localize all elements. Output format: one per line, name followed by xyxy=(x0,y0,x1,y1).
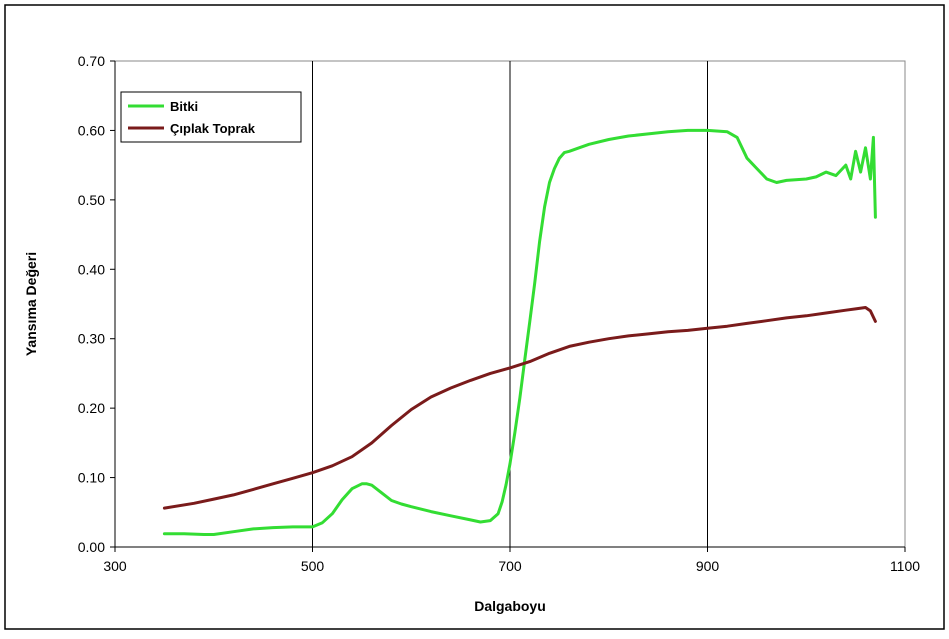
y-tick-label-3: 0.30 xyxy=(78,331,105,347)
legend-label-ciplak-toprak: Çıplak Toprak xyxy=(170,121,256,136)
x-tick-label-1: 500 xyxy=(301,558,325,574)
x-tick-label-0: 300 xyxy=(103,558,127,574)
x-tick-label-3: 900 xyxy=(696,558,720,574)
y-tick-label-2: 0.20 xyxy=(78,400,105,416)
y-tick-label-0: 0.00 xyxy=(78,539,105,555)
x-axis-title: Dalgaboyu xyxy=(474,598,546,614)
y-tick-label-1: 0.10 xyxy=(78,470,105,486)
series-line-0 xyxy=(162,128,877,536)
legend: Bitki Çıplak Toprak xyxy=(120,91,302,143)
x-tick-label-2: 700 xyxy=(498,558,522,574)
legend-box xyxy=(120,91,302,143)
y-tick-label-6: 0.60 xyxy=(78,122,105,138)
y-tick-label-5: 0.50 xyxy=(78,192,105,208)
y-tick-label-4: 0.40 xyxy=(78,261,105,277)
series-line-1 xyxy=(162,306,877,510)
legend-label-bitki: Bitki xyxy=(170,99,198,114)
series-layer xyxy=(162,128,877,536)
axis-layer: 300 500 700 900 1100 0.00 0.10 0.20 0.30 0.40 0.50… xyxy=(78,53,921,574)
x-tick-label-4: 1100 xyxy=(890,558,920,574)
y-axis-title: Yansıma Değeri xyxy=(23,252,39,356)
y-tick-label-7: 0.70 xyxy=(78,53,105,69)
